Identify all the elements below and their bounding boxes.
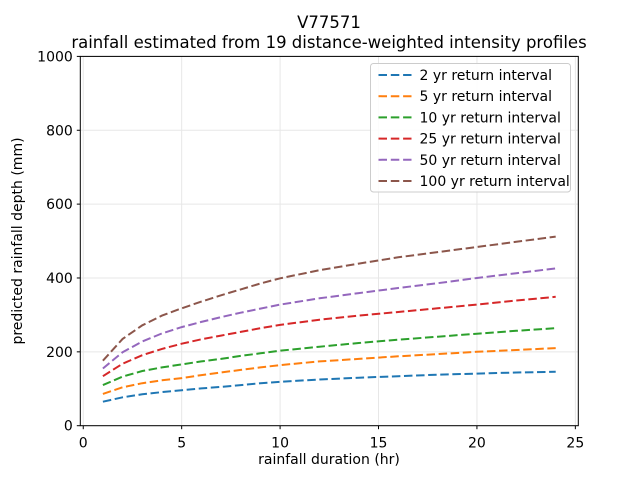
plot-spines: [79, 55, 579, 427]
legend-label-6: 100 yr return interval: [420, 174, 570, 190]
chart-subtitle: rainfall estimated from 19 distance-weig…: [71, 33, 586, 52]
x-tick-label-10: 10: [271, 436, 289, 452]
x-tick-label-20: 20: [468, 436, 486, 452]
y-tick-label-0: 0: [64, 419, 73, 435]
x-axis-label: rainfall duration (hr): [258, 452, 400, 468]
legend-label-5: 50 yr return interval: [420, 153, 561, 169]
x-tick-label-0: 0: [79, 436, 88, 452]
curve-100-yr-return-interval: [102, 235, 556, 362]
axes: 0 5 10 15 20 25 0 200 400 600 800 1000: [37, 49, 584, 451]
legend-label-3: 10 yr return interval: [420, 110, 561, 126]
curve-2-yr-return-interval: [102, 370, 556, 403]
curve-5-yr-return-interval: [102, 347, 556, 395]
x-tick-label-15: 15: [370, 436, 388, 452]
legend-label-2: 5 yr return interval: [420, 89, 552, 105]
legend-box: [370, 63, 571, 193]
curve-50-yr-return-interval: [102, 267, 556, 370]
y-tick-label-200: 200: [46, 345, 73, 361]
curve-25-yr-return-interval: [102, 295, 556, 378]
legend: 2 yr return interval 5 yr return interval…: [370, 63, 571, 193]
y-tick-label-400: 400: [46, 271, 73, 287]
x-tick-label-5: 5: [177, 436, 186, 452]
y-tick-label-1000: 1000: [37, 49, 73, 65]
legend-label-1: 2 yr return interval: [420, 68, 552, 84]
legend-label-4: 25 yr return interval: [420, 132, 561, 148]
y-tick-label-600: 600: [46, 197, 73, 213]
curve-10-yr-return-interval: [102, 327, 556, 387]
y-axis-label: predicted rainfall depth (mm): [10, 137, 26, 344]
x-tick-label-25: 25: [566, 436, 584, 452]
y-tick-label-800: 800: [46, 123, 73, 139]
curves: [102, 235, 556, 403]
chart-title: V77571: [297, 13, 361, 32]
